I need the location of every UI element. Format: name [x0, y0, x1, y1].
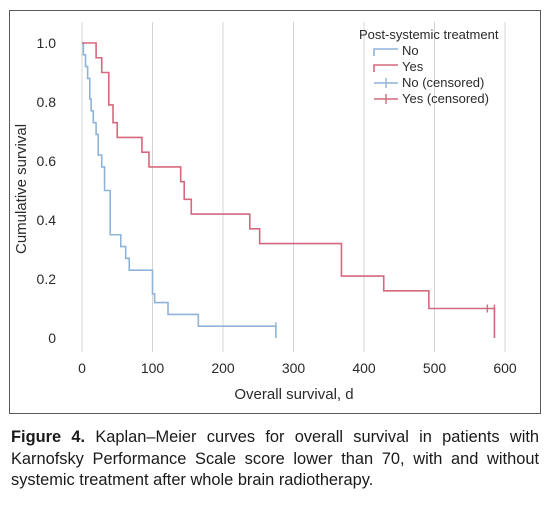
- survival-curves: [82, 42, 496, 338]
- axis-ticks: 0 100 200 300 400 500 600 0 0.2 0.4 0.6 0.8 1.0: [37, 35, 517, 376]
- x-axis-label: Overall survival, d: [234, 386, 353, 403]
- x-tick-label-100: 100: [141, 360, 165, 376]
- y-axis-label: Cumulative survival: [13, 124, 30, 254]
- series-line-yes: [82, 42, 496, 338]
- x-tick-label-400: 400: [352, 360, 376, 376]
- y-tick-label-0.6: 0.6: [37, 153, 57, 169]
- caption-label: Figure 4.: [11, 428, 86, 446]
- caption-text: Kaplan–Meier curves for overall survival…: [11, 428, 540, 489]
- grid-lines: [81, 22, 506, 352]
- legend-title: Post-systemic treatment: [359, 27, 499, 42]
- x-tick-label-200: 200: [211, 360, 235, 376]
- y-tick-label-0: 0: [48, 330, 56, 346]
- x-tick-label-500: 500: [423, 360, 447, 376]
- legend-swatch-no: [373, 48, 398, 56]
- y-tick-label-0.4: 0.4: [37, 212, 57, 228]
- figure-frame: [9, 10, 541, 414]
- x-tick-label-300: 300: [282, 360, 306, 376]
- survival-chart: 0 100 200 300 400 500 600 0 0.2 0.4 0.6 0.8 1.0 Over…: [13, 22, 517, 403]
- legend-swatch-yes: [373, 64, 398, 72]
- series-line-no: [82, 42, 277, 338]
- figure-caption: Figure 4. Kaplan–Meier curves for overal…: [11, 427, 539, 492]
- legend-label-yes-censored: Yes (censored): [402, 91, 489, 106]
- legend-label-yes: Yes: [402, 59, 424, 74]
- y-tick-label-0.8: 0.8: [37, 94, 57, 110]
- y-tick-label-1.0: 1.0: [37, 35, 57, 51]
- y-tick-label-0.2: 0.2: [37, 271, 57, 287]
- x-tick-label-0: 0: [78, 360, 86, 376]
- legend-label-no-censored: No (censored): [402, 75, 484, 90]
- x-tick-label-600: 600: [493, 360, 517, 376]
- legend-label-no: No: [402, 43, 419, 58]
